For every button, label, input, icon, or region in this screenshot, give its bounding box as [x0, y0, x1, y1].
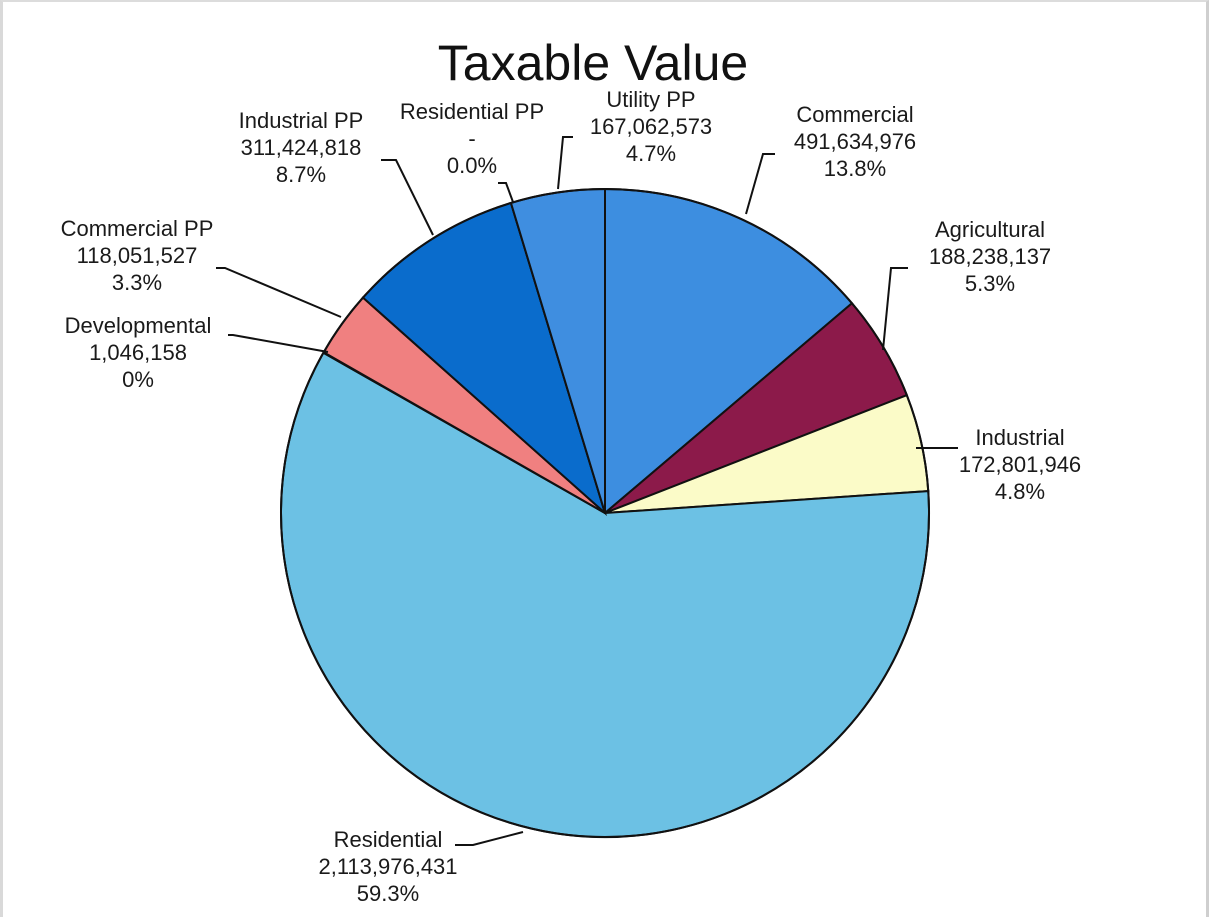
leader-line-agricultural: [882, 267, 908, 351]
slice-name: Residential: [334, 827, 443, 852]
slice-label-agricultural: Agricultural 188,238,137 5.3%: [929, 217, 1051, 296]
slice-label-developmental: Developmental 1,046,158 0%: [65, 313, 212, 392]
slice-name: Residential PP: [400, 99, 544, 124]
leader-line-industrial-pp: [381, 159, 434, 236]
slice-value: 188,238,137: [929, 244, 1051, 269]
slice-labels: Commercial 491,634,976 13.8%Agricultural 18…: [61, 87, 1082, 906]
slice-name: Commercial PP: [61, 216, 214, 241]
slice-label-industrial-pp: Industrial PP 311,424,818 8.7%: [239, 108, 364, 187]
leader-line-residential: [455, 831, 524, 846]
slice-name: Agricultural: [935, 217, 1045, 242]
slice-value: 1,046,158: [89, 340, 187, 365]
slice-percent: 4.8%: [995, 479, 1045, 504]
slice-percent: 59.3%: [357, 881, 419, 906]
pie-slices: [280, 187, 930, 838]
leader-line-utility-pp: [557, 136, 573, 190]
chart-title: Taxable Value: [438, 35, 748, 91]
leader-line-residential-pp: [498, 182, 514, 203]
slice-value: 167,062,573: [590, 114, 712, 139]
slice-value: 491,634,976: [794, 129, 916, 154]
slice-label-utility-pp: Utility PP 167,062,573 4.7%: [590, 87, 712, 166]
slice-percent: 3.3%: [112, 270, 162, 295]
slice-name: Commercial: [796, 102, 913, 127]
slice-name: Developmental: [65, 313, 212, 338]
slice-label-residential: Residential 2,113,976,431 59.3%: [318, 827, 457, 906]
leader-line-commercial: [745, 153, 775, 215]
slice-percent: 4.7%: [626, 141, 676, 166]
slice-percent: 8.7%: [276, 162, 326, 187]
slice-value: -: [468, 126, 475, 151]
slice-percent: 5.3%: [965, 271, 1015, 296]
slice-percent: 0.0%: [447, 153, 497, 178]
slice-label-industrial: Industrial 172,801,946 4.8%: [959, 425, 1081, 504]
pie-chart: Taxable Value Commercial 491,634,976 13.8%…: [61, 35, 1082, 906]
slice-value: 172,801,946: [959, 452, 1081, 477]
label-leader-lines: [216, 136, 958, 846]
slice-name: Utility PP: [606, 87, 695, 112]
leader-line-developmental: [228, 334, 329, 353]
slice-label-commercial: Commercial 491,634,976 13.8%: [794, 102, 916, 181]
slice-value: 2,113,976,431: [318, 854, 457, 879]
slice-value: 311,424,818: [241, 135, 362, 160]
slice-percent: 0%: [122, 367, 154, 392]
slice-label-residential-pp: Residential PP -0.0%: [400, 99, 544, 178]
leader-line-commercial-pp: [216, 267, 342, 318]
slice-label-commercial-pp: Commercial PP 118,051,527 3.3%: [61, 216, 214, 295]
slice-name: Industrial PP: [239, 108, 364, 133]
slice-percent: 13.8%: [824, 156, 886, 181]
slice-name: Industrial: [975, 425, 1064, 450]
pie-outline: [280, 188, 930, 838]
slice-value: 118,051,527: [77, 243, 198, 268]
